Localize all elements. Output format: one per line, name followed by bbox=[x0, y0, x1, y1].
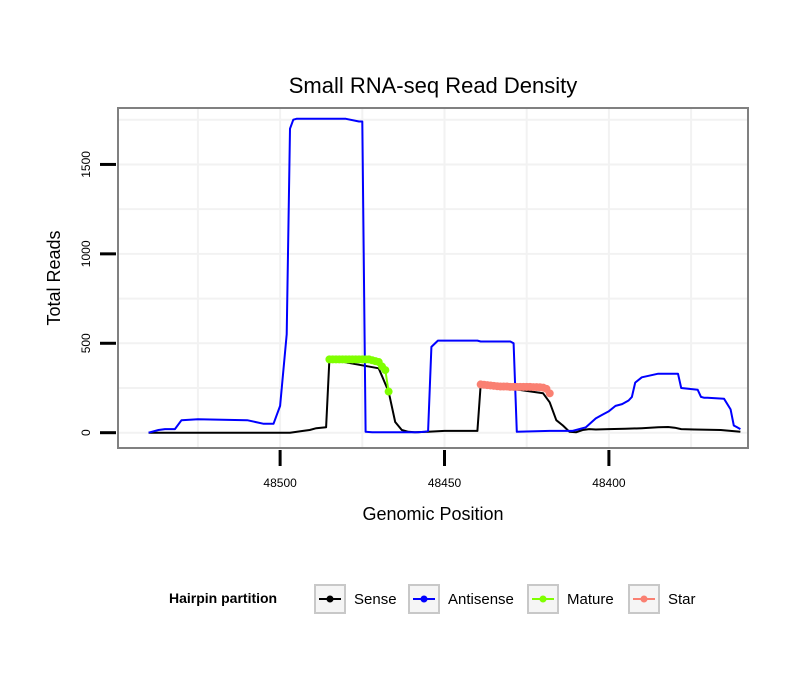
y-tick-label: 0 bbox=[79, 429, 93, 436]
legend-item-sense: Sense bbox=[314, 584, 397, 614]
axes: 0 500 1000 1500 48500 48450 48400 bbox=[79, 151, 626, 490]
y-tick-label: 1000 bbox=[79, 240, 93, 267]
y-axis-title: Total Reads bbox=[44, 230, 64, 325]
x-tick-label: 48450 bbox=[428, 476, 462, 490]
legend-dot-star bbox=[640, 595, 648, 603]
grid bbox=[119, 109, 747, 447]
legend-dot-antisense bbox=[420, 595, 428, 603]
legend-dot-sense bbox=[326, 595, 334, 603]
x-axis-title: Genomic Position bbox=[362, 504, 503, 524]
legend-item-mature: Mature bbox=[527, 584, 614, 614]
y-tick-label: 500 bbox=[79, 333, 93, 353]
legend-label-mature: Mature bbox=[567, 591, 614, 608]
y-tick-label: 1500 bbox=[79, 151, 93, 178]
chart-title: Small RNA-seq Read Density bbox=[289, 73, 578, 98]
series-line-antisense bbox=[148, 117, 741, 434]
legend-label-sense: Sense bbox=[354, 591, 397, 608]
data-point-star bbox=[545, 389, 554, 398]
legend-dot-mature bbox=[539, 595, 547, 603]
legend-label-star: Star bbox=[668, 591, 696, 608]
plot-frame bbox=[117, 107, 749, 449]
legend: Hairpin partition Sense Antisense Mature… bbox=[169, 584, 696, 614]
data-point-mature bbox=[381, 366, 390, 375]
data-point-mature bbox=[384, 387, 393, 396]
legend-item-antisense: Antisense bbox=[408, 584, 514, 614]
x-tick-label: 48400 bbox=[592, 476, 626, 490]
legend-title: Hairpin partition bbox=[169, 590, 277, 606]
plot-series bbox=[148, 117, 741, 434]
x-tick-label: 48500 bbox=[263, 476, 297, 490]
legend-label-antisense: Antisense bbox=[448, 591, 514, 608]
legend-item-star: Star bbox=[628, 584, 696, 614]
